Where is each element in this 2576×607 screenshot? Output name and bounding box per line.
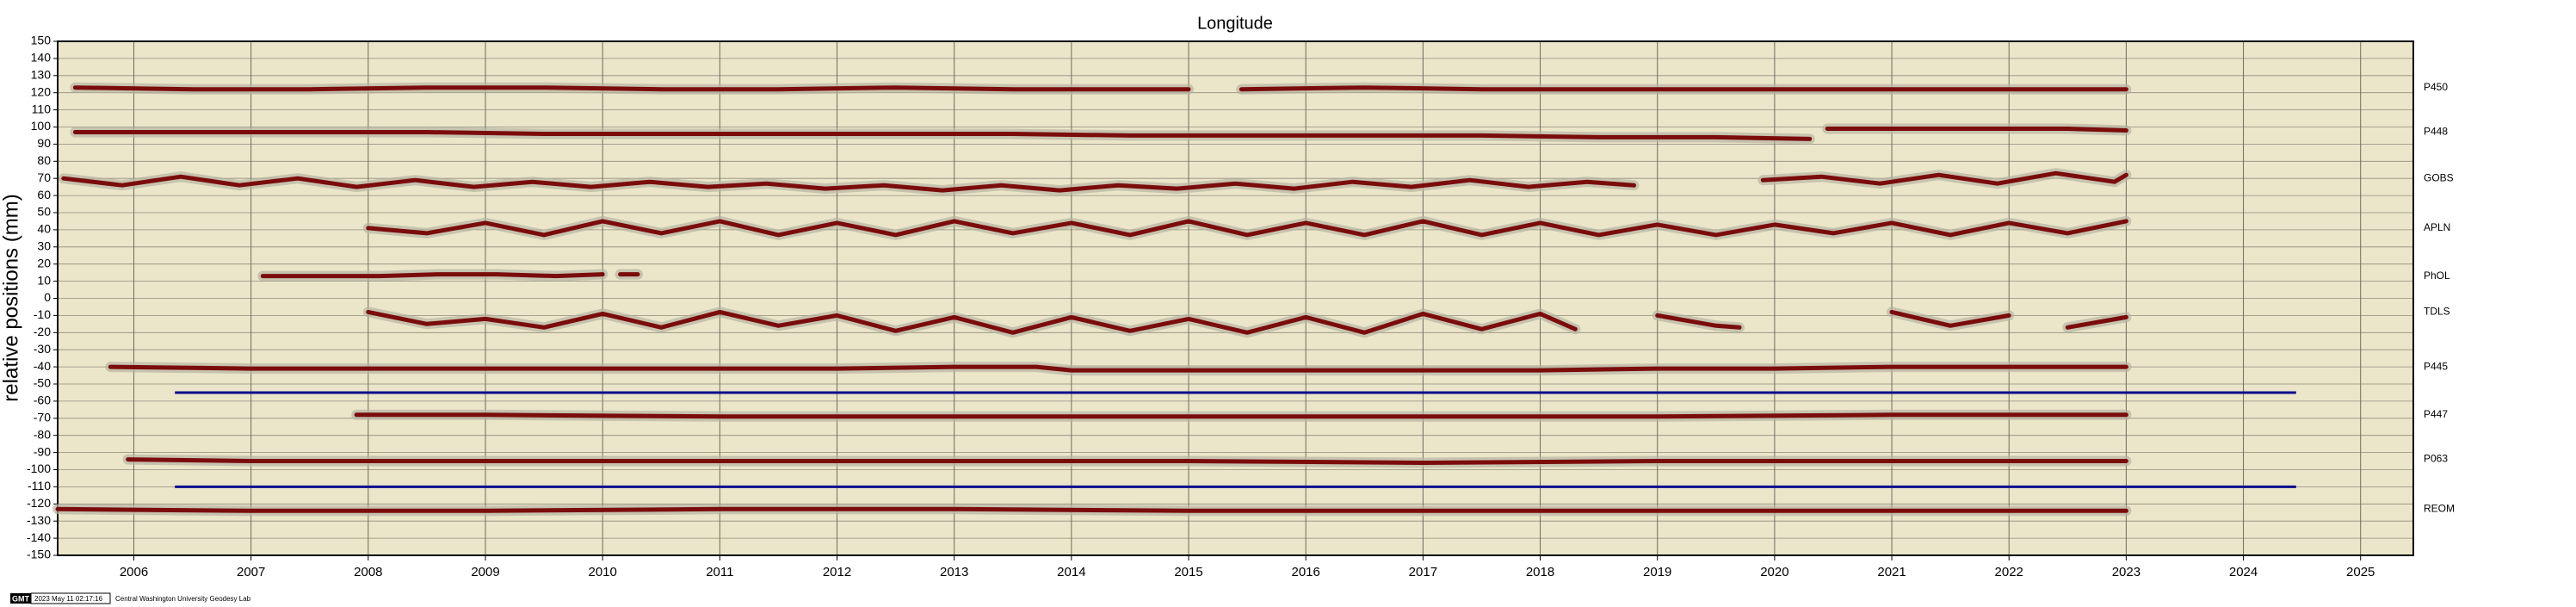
station-label: PhOL	[2424, 269, 2450, 282]
x-tick-label: 2020	[1760, 565, 1788, 579]
y-tick-label: 140	[31, 51, 52, 65]
y-tick-label: -10	[34, 307, 51, 321]
x-tick-label: 2022	[1995, 565, 2023, 579]
x-tick-label: 2010	[588, 565, 616, 579]
y-tick-label: -40	[34, 359, 51, 373]
x-tick-label: 2016	[1292, 565, 1320, 579]
x-tick-label: 2017	[1409, 565, 1437, 579]
x-tick-label: 2011	[706, 565, 733, 579]
y-tick-label: -80	[34, 427, 51, 441]
timestamp: 2023 May 11 02:17:16	[34, 595, 103, 603]
logo-box	[10, 593, 31, 604]
station-label: GOBS	[2424, 171, 2454, 183]
y-tick-label: 30	[37, 239, 51, 253]
x-tick-label: 2013	[940, 565, 968, 579]
x-tick-label: 2024	[2229, 565, 2258, 579]
y-tick-label: -150	[27, 548, 51, 561]
series-line	[354, 412, 2128, 419]
y-tick-label: 60	[37, 188, 51, 201]
y-tick-label: 110	[32, 102, 52, 115]
x-tick-label: 2023	[2112, 565, 2140, 579]
y-tick-label: 50	[37, 205, 51, 219]
timestamp-box	[30, 592, 111, 604]
y-tick-label: 70	[37, 170, 51, 184]
y-tick-label: -120	[27, 496, 51, 510]
x-tick-label: 2021	[1877, 565, 1906, 579]
series-line	[61, 170, 2128, 193]
y-tick-label: -70	[34, 411, 51, 424]
y-tick-label: -60	[34, 393, 51, 407]
station-label: P063	[2424, 453, 2448, 465]
y-tick-label: -90	[34, 444, 51, 458]
y-tick-label: 80	[37, 153, 51, 167]
series-line	[72, 85, 2128, 92]
y-tick-label: 100	[31, 119, 52, 133]
y-tick-label: -100	[27, 461, 51, 475]
y-tick-label: -110	[28, 479, 51, 492]
y-tick-label: 20	[37, 256, 51, 269]
y-tick-label: -30	[34, 342, 51, 356]
station-label: APLN	[2424, 221, 2450, 233]
series-line	[72, 127, 2128, 141]
y-tick-label: 0	[44, 290, 51, 304]
x-tick-label: 2025	[2346, 565, 2375, 579]
y-tick-label: -20	[34, 325, 51, 338]
chart-title: Longitude	[1197, 14, 1273, 33]
station-label: TDLS	[2424, 306, 2450, 318]
logo: GMT	[12, 594, 29, 603]
x-tick-label: 2009	[471, 565, 499, 579]
y-tick-label: -140	[27, 530, 51, 544]
y-tick-label: -130	[27, 513, 51, 527]
station-label: P445	[2424, 360, 2448, 372]
x-tick-label: 2019	[1643, 565, 1671, 579]
x-tick-label: 2015	[1174, 565, 1202, 579]
y-tick-label: 90	[37, 136, 51, 150]
x-tick-label: 2012	[823, 565, 851, 579]
y-tick-label: 130	[31, 68, 52, 82]
x-tick-label: 2006	[120, 565, 148, 579]
credit: Central Washington University Geodesy La…	[115, 595, 251, 603]
series-line	[366, 309, 2128, 335]
x-tick-label: 2007	[237, 565, 265, 579]
series-line	[108, 364, 2128, 373]
y-tick-label: 150	[31, 34, 52, 47]
series-line	[55, 506, 2128, 513]
y-tick-label: 10	[37, 273, 51, 287]
series-line	[126, 457, 2128, 465]
y-axis-label: relative positions (mm)	[0, 194, 22, 401]
series-line	[366, 219, 2128, 238]
series-line	[260, 272, 640, 279]
x-tick-label: 2014	[1057, 565, 1085, 579]
plot-frame	[57, 40, 2414, 556]
station-label: P450	[2424, 81, 2448, 93]
y-tick-label: 120	[31, 84, 52, 98]
y-tick-label: 40	[37, 222, 51, 236]
x-tick-label: 2008	[354, 565, 382, 579]
station-label: P448	[2424, 126, 2448, 138]
y-tick-label: -50	[34, 376, 51, 390]
x-tick-label: 2018	[1526, 565, 1554, 579]
station-label: P447	[2424, 408, 2448, 420]
station-label: REOM	[2424, 502, 2455, 514]
